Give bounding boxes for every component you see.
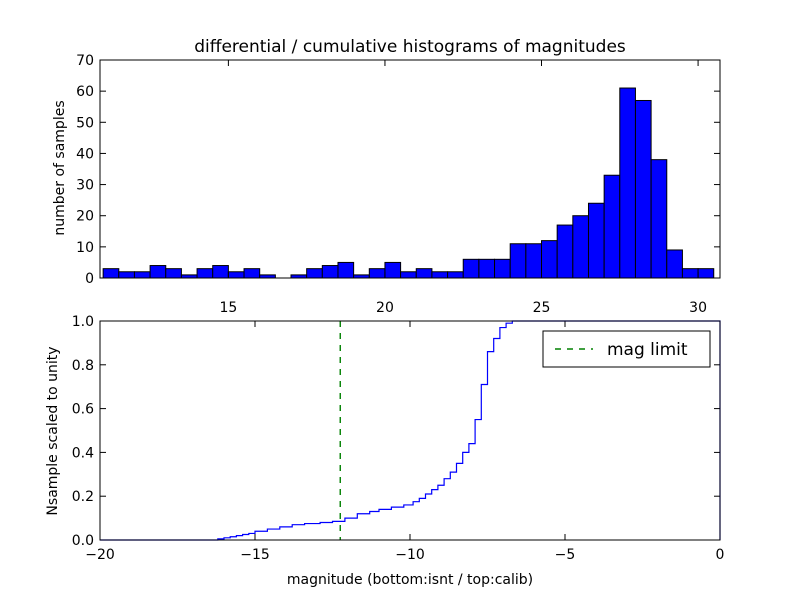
bottom-ytick-label: 0.0 [72, 533, 94, 549]
histogram-bar [102, 268, 120, 279]
bottom-xtick-label: −10 [395, 547, 425, 563]
histogram-bar [509, 243, 527, 279]
histogram-bar [118, 271, 135, 279]
chart-title: differential / cumulative histograms of … [194, 37, 626, 57]
cumulative-histogram: Nsample scaled to unity magnitude (botto… [45, 314, 724, 588]
top-ytick-label: 60 [76, 84, 94, 100]
bottom-ylabel: Nsample scaled to unity [45, 346, 61, 515]
bottom-xtick-label: 0 [716, 547, 725, 563]
differential-histogram: differential / cumulative histograms of … [52, 37, 721, 316]
top-ylabel: number of samples [52, 100, 68, 235]
bottom-xtick-label: −20 [85, 547, 115, 563]
histogram-bar [697, 268, 715, 279]
histogram-bar [384, 261, 402, 279]
legend-label-mag-limit: mag limit [607, 340, 688, 360]
histogram-bar [541, 240, 558, 279]
top-ytick-label: 0 [85, 271, 94, 287]
histogram-bar [227, 271, 245, 279]
histogram-bar [650, 159, 668, 279]
histogram-bar [478, 258, 496, 279]
histogram-bar [556, 224, 574, 279]
bottom-xlabel: magnitude (bottom:isnt / top:calib) [287, 572, 533, 588]
histogram-bar [212, 265, 229, 279]
histogram-bar [587, 202, 605, 279]
histogram-bar [337, 261, 355, 279]
top-ytick-label: 50 [76, 115, 94, 131]
top-xtick-label: 30 [689, 300, 707, 316]
top-xtick-label: 20 [376, 300, 394, 316]
top-axis-ticks: 0 10 20 30 40 50 60 70 15 20 25 30 [76, 53, 720, 316]
histogram-bar [447, 271, 464, 279]
bottom-ytick-label: 1.0 [72, 314, 94, 330]
histogram-bar [165, 268, 182, 279]
histogram-bar [306, 268, 323, 279]
histogram-bar [525, 243, 543, 279]
histogram-bar [321, 265, 339, 279]
bottom-ytick-label: 0.8 [72, 358, 94, 374]
bottom-xtick-label: −5 [555, 547, 576, 563]
histogram-bar [400, 271, 417, 279]
bottom-plot-frame [99, 320, 721, 541]
histogram-bar [603, 174, 621, 279]
top-ytick-label: 10 [76, 240, 94, 256]
histogram-bar [666, 249, 683, 279]
bottom-xtick-label: −15 [240, 547, 270, 563]
histogram-bar [415, 268, 433, 279]
histogram-bar [133, 271, 151, 279]
top-ytick-label: 20 [76, 209, 94, 225]
top-xtick-label: 25 [533, 300, 551, 316]
histogram-bar [681, 268, 699, 279]
bottom-ytick-label: 0.6 [72, 402, 94, 418]
top-ytick-label: 40 [76, 146, 94, 162]
bottom-ytick-label: 0.4 [72, 445, 94, 461]
bottom-ytick-label: 0.2 [72, 489, 94, 505]
top-plot-frame [99, 59, 721, 279]
histogram-bars [102, 87, 715, 279]
top-ytick-label: 70 [76, 53, 94, 69]
histogram-bar [196, 268, 214, 279]
histogram-bar [431, 271, 449, 279]
legend: mag limit [542, 330, 711, 368]
histogram-bar [494, 258, 511, 279]
top-xtick-label: 15 [219, 300, 237, 316]
cumulative-step-line [100, 320, 721, 541]
histogram-bar [462, 258, 480, 279]
histogram-bar [243, 268, 261, 279]
histogram-bar [619, 87, 636, 279]
histogram-bar [368, 268, 386, 279]
histogram-bar [572, 215, 589, 279]
histogram-bar [634, 99, 652, 279]
top-ytick-label: 30 [76, 178, 94, 194]
histogram-bar [149, 265, 167, 279]
